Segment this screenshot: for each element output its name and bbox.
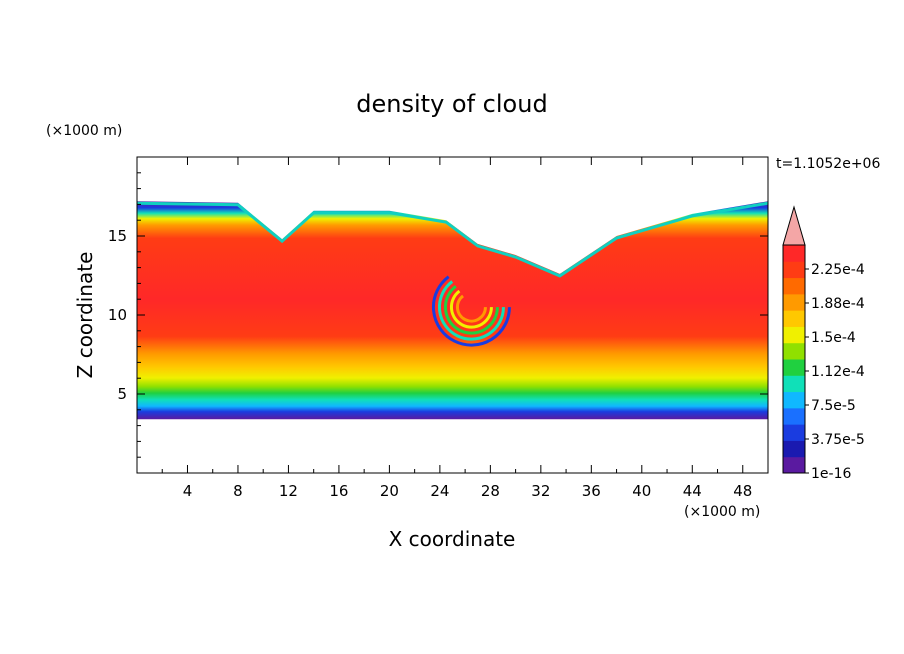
time-label: t=1.1052e+06 [776,156,880,172]
colorbar-swatch [783,342,805,360]
colorbar-swatch [783,407,805,425]
x-tick-label: 36 [582,482,601,500]
x-tick-label: 28 [481,482,500,500]
colorbar-label: 3.75e-5 [811,432,865,448]
colorbar-label: 1.88e-4 [811,296,865,312]
x-tick-label: 40 [632,482,651,500]
colorbar-swatch [783,245,805,262]
x-tick-label: 20 [380,482,399,500]
colorbar-label: 2.25e-4 [811,262,865,278]
y-tick-label: 15 [108,227,127,245]
vortex-ring [443,285,499,335]
x-tick-label: 12 [279,482,298,500]
y-unit-label: (×1000 m) [46,123,122,139]
colorbar-label: 7.5e-5 [811,398,856,414]
x-tick-label: 48 [733,482,752,500]
colorbar-swatch [783,359,805,376]
colorbar-swatch [783,440,805,458]
x-tick-label: 8 [233,482,243,500]
plot-field [137,201,768,420]
colorbar-swatch [783,375,805,393]
colorbar-swatch [783,326,805,344]
x-tick-label: 4 [183,482,193,500]
x-tick-label: 16 [329,482,348,500]
colorbar: 2.25e-4 1.88e-4 1.5e-4 1.12e-4 7.5e-5 3.75e-5… [782,205,865,482]
y-axis-label: Z coordinate [73,252,97,379]
cloud-top-rim [137,201,768,278]
vortex-feature [431,275,511,347]
colorbar-swatch [783,277,805,295]
colorbar-label: 1e-16 [811,466,851,482]
vortex-ring [437,280,505,341]
x-tick-label: 32 [531,482,550,500]
colorbar-label: 1.5e-4 [811,330,856,346]
y-tick-label: 5 [117,385,127,403]
y-tick-label: 10 [108,306,127,324]
colorbar-swatch [783,261,805,279]
colorbar-swatch [783,293,805,311]
colorbar-over-arrow [782,205,806,246]
colorbar-swatch [783,391,805,409]
vortex-ring [431,275,511,347]
chart-title: density of cloud [356,90,547,118]
x-axis-label: X coordinate [389,527,516,551]
vortex-ring [449,289,493,329]
colorbar-label: 1.12e-4 [811,364,865,380]
x-unit-label: (×1000 m) [684,504,760,520]
x-tick-label: 24 [430,482,449,500]
colorbar-swatch [783,424,805,441]
colorbar-frame [782,244,806,474]
x-tick-label: 44 [683,482,702,500]
vortex-ring [455,294,487,323]
colorbar-swatch [783,310,805,327]
colorbar-swatch [783,456,805,474]
